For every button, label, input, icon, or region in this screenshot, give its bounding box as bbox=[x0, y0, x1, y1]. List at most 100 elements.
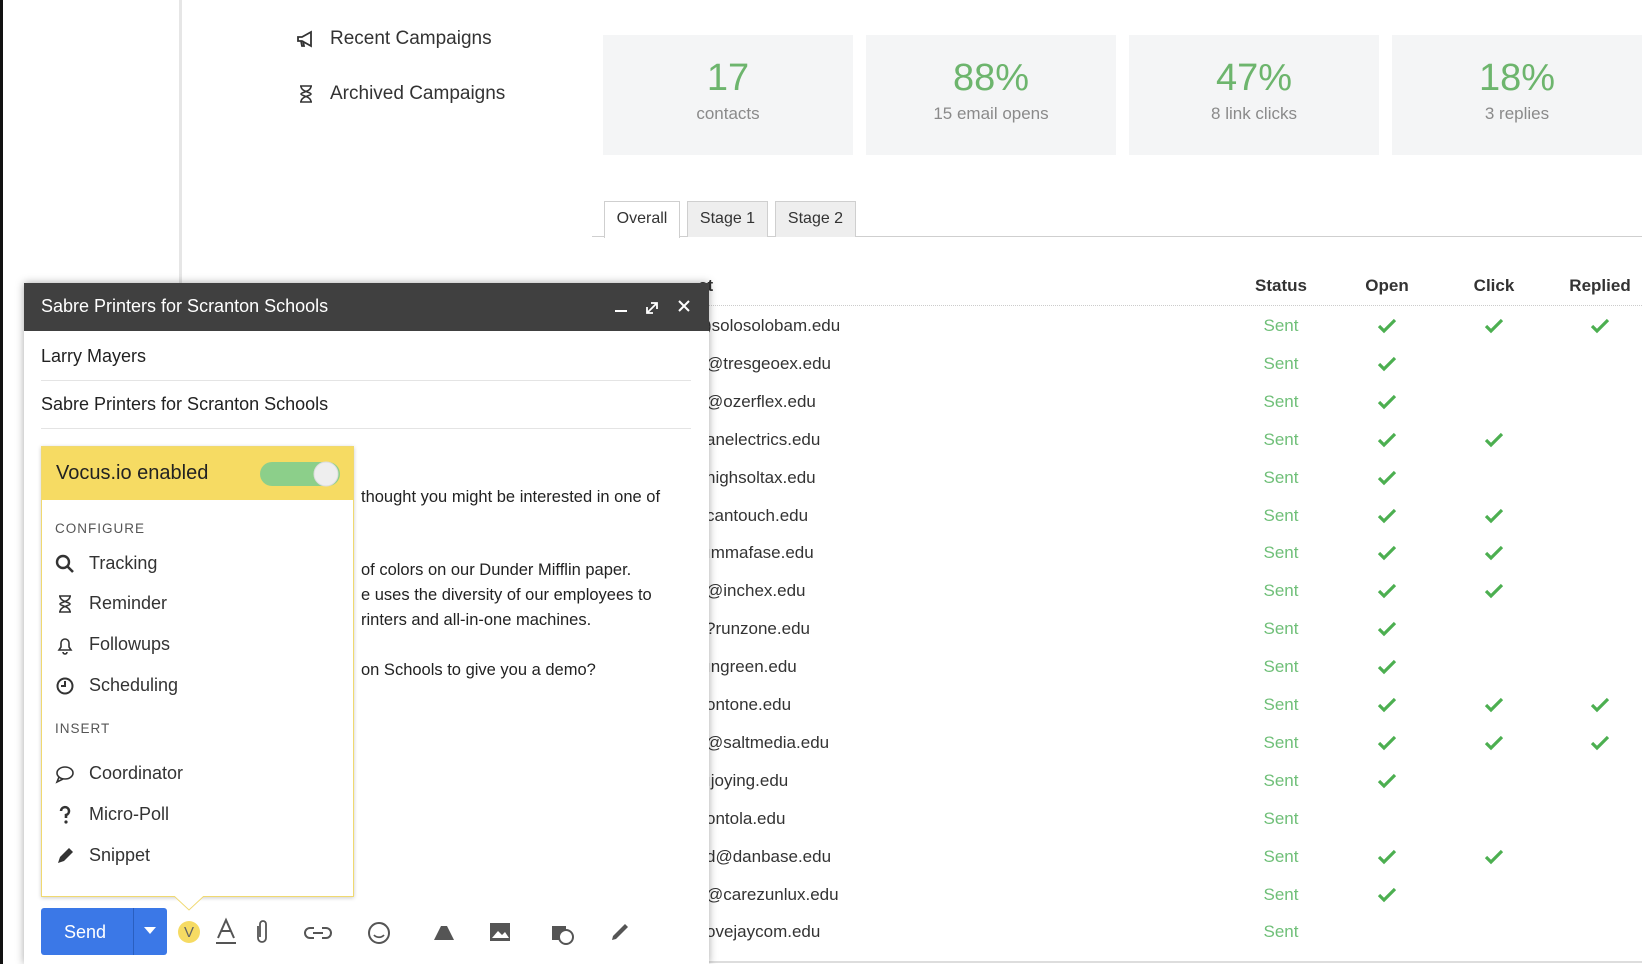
check-path bbox=[1378, 394, 1396, 410]
item-icon bbox=[56, 677, 74, 694]
check-path bbox=[1378, 887, 1396, 902]
panel-item[interactable]: Snippet bbox=[55, 845, 150, 866]
check-path bbox=[1591, 735, 1609, 751]
check-icon bbox=[1378, 546, 1396, 561]
table-row: ontola.edu Sent bbox=[0, 809, 1642, 839]
panel-title: Vocus.io enabled bbox=[56, 462, 209, 484]
contact-cell: @carezunlux.edu bbox=[706, 884, 839, 904]
section-label: INSERT bbox=[55, 721, 111, 736]
contact-cell: ontola.edu bbox=[706, 808, 786, 828]
stat-label: contacts bbox=[696, 104, 760, 123]
status-cell: Sent bbox=[1263, 884, 1299, 904]
send-options[interactable] bbox=[144, 927, 156, 935]
check-path bbox=[1378, 584, 1396, 599]
check-icon bbox=[1378, 659, 1396, 675]
check-path bbox=[1378, 697, 1396, 713]
send-button[interactable]: Send bbox=[41, 908, 167, 955]
stat-card: 47% 8 link clicks bbox=[1129, 35, 1379, 155]
column-header: Open bbox=[1365, 276, 1409, 295]
panel-item[interactable]: Coordinator bbox=[55, 763, 183, 784]
item-label: Micro-Poll bbox=[89, 804, 170, 824]
table-row: d@danbase.edu Sent bbox=[0, 847, 1642, 877]
item-label: Coordinator bbox=[89, 763, 184, 783]
compose-header: Sabre Printers for Scranton Schools bbox=[24, 283, 709, 331]
subject-field[interactable]: Sabre Printers for Scranton Schools bbox=[41, 394, 329, 414]
contact-cell: ıjoying.edu bbox=[706, 770, 789, 790]
status-cell: Sent bbox=[1263, 770, 1299, 790]
panel-item[interactable]: Reminder bbox=[55, 593, 167, 614]
body-line: rinters and all-in-one machines. bbox=[361, 611, 592, 629]
section-label: CONFIGURE bbox=[55, 521, 145, 536]
status-cell: Sent bbox=[1263, 353, 1299, 373]
stat-value: 18% bbox=[1478, 57, 1556, 99]
stat-label: 15 email opens bbox=[933, 104, 1049, 123]
table-bottom bbox=[700, 961, 1642, 963]
compose-window: Sabre Printers for Scranton Schools Larr… bbox=[24, 283, 709, 964]
table-row: @inchex.edu Sent bbox=[0, 581, 1642, 611]
check-path bbox=[1485, 735, 1503, 751]
stat-value: 88% bbox=[952, 57, 1030, 99]
table-row: ıjoying.edu Sent bbox=[0, 771, 1642, 801]
status-cell: Sent bbox=[1263, 429, 1299, 449]
panel-item[interactable]: Micro-Poll bbox=[55, 804, 169, 825]
status-cell: Sent bbox=[1263, 619, 1299, 639]
check-icon bbox=[1378, 697, 1396, 713]
toggle-switch[interactable] bbox=[259, 460, 341, 488]
check-icon bbox=[1485, 318, 1503, 334]
table-row: @carezunlux.edu Sent bbox=[0, 885, 1642, 915]
check-path bbox=[1485, 508, 1503, 523]
tab[interactable]: Stage 1 bbox=[687, 201, 768, 237]
status-cell: Sent bbox=[1263, 846, 1299, 866]
contact-cell: cantouch.edu bbox=[706, 505, 809, 525]
contact-cell: anelectrics.edu bbox=[706, 429, 821, 449]
stat-card: 17 contacts bbox=[603, 35, 853, 155]
panel-item[interactable]: Tracking bbox=[55, 553, 157, 574]
table-row: ımmafase.edu Sent bbox=[0, 543, 1642, 573]
check-path bbox=[1485, 697, 1503, 713]
stat-value: 47% bbox=[1215, 57, 1293, 99]
check-path bbox=[1485, 432, 1503, 447]
check-path bbox=[1485, 584, 1503, 599]
item-icon bbox=[57, 637, 73, 655]
check-path bbox=[1378, 735, 1396, 751]
panel-item[interactable]: Scheduling bbox=[55, 675, 178, 696]
stat-card: 88% 15 email opens bbox=[866, 35, 1116, 155]
check-icon bbox=[1485, 735, 1503, 751]
table-row: anelectrics.edu Sent bbox=[0, 430, 1642, 460]
to-field[interactable]: Larry Mayers bbox=[41, 346, 147, 366]
status-cell: Sent bbox=[1263, 543, 1299, 563]
body-line: e uses the diversity of our employees to bbox=[361, 586, 652, 604]
item-label: Snippet bbox=[89, 845, 151, 865]
check-path bbox=[1485, 546, 1503, 561]
item-label: Reminder bbox=[89, 593, 168, 613]
contact-cell: ımmafase.edu bbox=[706, 543, 814, 563]
divider bbox=[133, 908, 134, 955]
check-path bbox=[1378, 849, 1396, 864]
status-cell: Sent bbox=[1263, 505, 1299, 525]
status-cell: Sent bbox=[1263, 581, 1299, 601]
stat-label: 8 link clicks bbox=[1211, 104, 1297, 123]
check-icon bbox=[1378, 356, 1396, 372]
header-rule bbox=[700, 305, 1642, 306]
tab[interactable]: Stage 2 bbox=[775, 201, 856, 237]
tab[interactable]: Overall bbox=[604, 201, 680, 238]
check-path bbox=[1378, 432, 1396, 447]
svg-text:V: V bbox=[184, 924, 194, 941]
body-line: on Schools to give you a demo? bbox=[361, 661, 596, 679]
item-label: Scheduling bbox=[89, 675, 179, 695]
table-row: )solosolobam.edu Sent bbox=[0, 316, 1642, 346]
check-icon bbox=[1378, 773, 1396, 789]
column-header: Click bbox=[1473, 276, 1515, 295]
contact-cell: @inchex.edu bbox=[706, 581, 806, 601]
window-controls[interactable] bbox=[612, 297, 692, 317]
nav-label: Archived Campaigns bbox=[330, 83, 506, 104]
nav-item[interactable]: Recent Campaigns bbox=[296, 28, 492, 50]
item-icon bbox=[59, 594, 71, 613]
window-edge bbox=[0, 0, 3, 964]
check-icon bbox=[1485, 584, 1503, 599]
item-label: Followups bbox=[89, 634, 171, 654]
panel-item[interactable]: Followups bbox=[55, 634, 170, 655]
check-path bbox=[1485, 318, 1503, 334]
contact-cell: ovejaycom.edu bbox=[706, 922, 821, 942]
nav-item[interactable]: Archived Campaigns bbox=[296, 83, 505, 105]
